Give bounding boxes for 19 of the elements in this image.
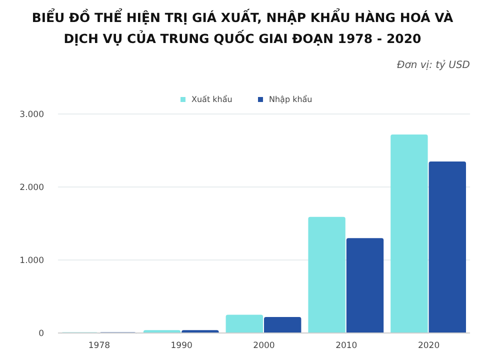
y-tick-label: 1.000	[20, 256, 44, 266]
y-tick-label: 3.000	[20, 110, 44, 120]
bar	[346, 238, 384, 333]
x-tick-label: 2010	[336, 341, 358, 351]
x-tick-label: 2020	[418, 341, 440, 351]
bar	[264, 316, 302, 333]
chart-subtitle: Đơn vị: tỷ USD	[396, 59, 470, 71]
bar	[428, 161, 466, 333]
bar	[308, 216, 346, 333]
chart-title: BIỂU ĐỒ THỂ HIỆN TRỊ GIÁ XUẤT, NHẬP KHẨU HÀNG HOÁ VÀ DỊCH VỤ CỦA TRUNG QUỐC GIAI ĐOẠN 1978 - 2020	[32, 8, 454, 46]
bar	[390, 134, 428, 333]
y-tick-label: 0	[38, 329, 44, 339]
legend-label: Nhập khẩu	[269, 95, 312, 104]
y-tick-label: 2.000	[20, 183, 44, 193]
x-tick-label: 1978	[88, 341, 110, 351]
bar	[226, 314, 263, 333]
legend-label: Xuất khẩu	[192, 95, 232, 104]
x-tick-label: 1990	[170, 341, 192, 351]
x-tick-label: 2000	[253, 341, 275, 351]
